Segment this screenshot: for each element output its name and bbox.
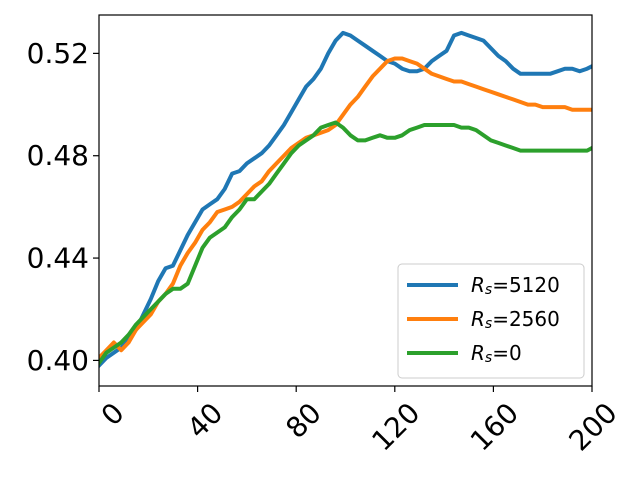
y-tick-label: 0.48 (27, 139, 89, 172)
axis-ticks: 0.40 0.44 0.48 0.52 0 40 80 120 160 200 (27, 37, 624, 458)
x-tick-label: 120 (365, 396, 426, 457)
series-line-3 (99, 120, 592, 366)
legend-label: Rs=2560 (471, 307, 560, 332)
y-tick-label: 0.44 (27, 242, 89, 275)
x-tick-label: 200 (563, 396, 624, 457)
series-lines (99, 30, 592, 369)
legend-box (397, 263, 585, 379)
plot-frame (98, 14, 593, 387)
series-line-2 (99, 56, 592, 361)
series-line-1 (99, 30, 592, 369)
legend: Rs=5120 Rs=2560 Rs=0 (397, 263, 585, 379)
x-tick-label: 0 (95, 396, 131, 432)
x-tick-label: 40 (181, 396, 230, 445)
y-tick-label: 0.52 (27, 37, 89, 70)
legend-label: Rs=0 (471, 341, 522, 366)
legend-label: Rs=5120 (471, 273, 560, 298)
x-tick-label: 80 (279, 396, 328, 445)
x-tick-label: 160 (464, 396, 525, 457)
y-tick-label: 0.40 (27, 344, 89, 377)
